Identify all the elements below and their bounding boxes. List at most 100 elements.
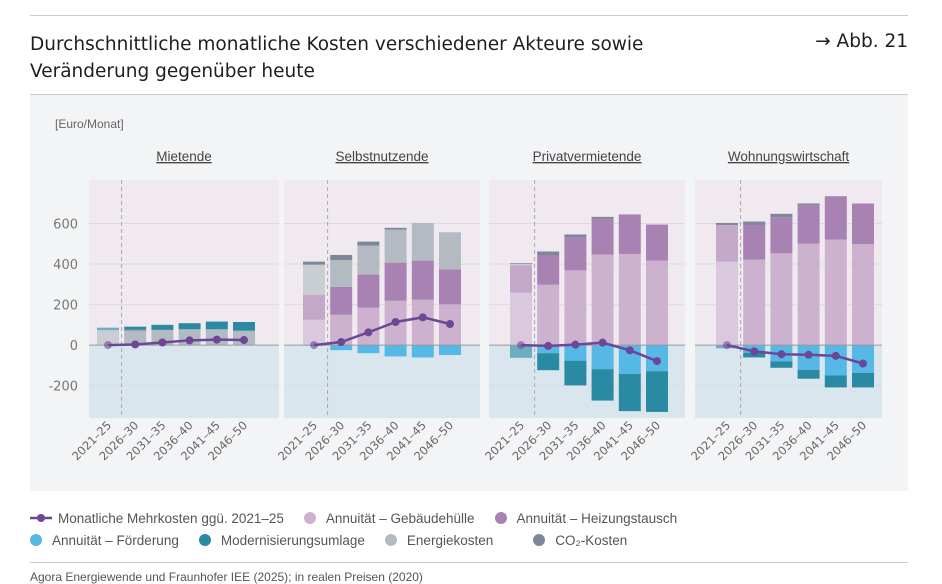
bar-heizung xyxy=(618,214,641,254)
bar-heizung xyxy=(439,269,461,305)
mehrkosten-line xyxy=(107,338,245,347)
bar-heizung xyxy=(797,205,820,244)
chart-title: Durchschnittliche monatliche Kosten vers… xyxy=(30,34,644,82)
legend-label: Energiekosten xyxy=(406,532,494,548)
dot-icon xyxy=(384,534,397,546)
bar-heizung xyxy=(646,224,668,261)
panel-title: Mietende xyxy=(156,149,212,164)
bar-heizung xyxy=(852,203,874,245)
y-tick-label: 400 xyxy=(53,258,78,273)
panel-bg-negative xyxy=(284,345,480,418)
bar-heizung xyxy=(770,217,793,254)
mehrkosten-point xyxy=(337,338,346,347)
bar-modern xyxy=(178,323,201,330)
y-tick-label: 200 xyxy=(53,299,78,314)
legend: Monatliche Mehrkosten ggü. 2021–25 Annui… xyxy=(30,507,697,551)
bar-co2 xyxy=(510,263,532,265)
bar-gebaeude xyxy=(411,299,434,346)
bar-heizung xyxy=(824,196,847,240)
mehrkosten-point xyxy=(625,346,634,355)
bar-foerderung xyxy=(411,345,434,358)
bar-modern xyxy=(564,360,587,386)
mehrkosten-point xyxy=(517,341,525,350)
dot-icon xyxy=(198,534,211,546)
legend-label: Annuität – Heizungstausch xyxy=(516,510,678,526)
bar-heizung xyxy=(510,265,532,293)
bar-heizung xyxy=(564,237,587,271)
bar-heizung xyxy=(411,260,434,300)
mehrkosten-point xyxy=(104,341,112,350)
bar-co2 xyxy=(357,241,380,246)
mehrkosten-point xyxy=(364,328,373,337)
bar-co2 xyxy=(770,213,793,218)
dot-icon xyxy=(303,512,316,524)
mehrkosten-point xyxy=(131,340,140,349)
panel-title: Selbstnutzende xyxy=(335,149,428,164)
mehrkosten-point xyxy=(158,338,167,347)
legend-label: Modernisierungsumlage xyxy=(220,532,365,548)
legend-item-line: Monatliche Mehrkosten ggü. 2021–25 xyxy=(30,511,284,526)
bar-heizung xyxy=(716,224,738,262)
bar-energie xyxy=(124,330,147,346)
bar-gebaeude xyxy=(564,270,587,346)
bar-energie xyxy=(411,222,434,261)
bar-energie xyxy=(330,260,353,287)
legend-item-foerderung: Annuität – Förderung xyxy=(30,533,179,548)
mehrkosten-point xyxy=(212,335,221,344)
mehrkosten-point xyxy=(598,338,607,347)
bar-modern xyxy=(97,327,119,331)
bar-energie xyxy=(303,264,325,295)
bar-co2 xyxy=(797,203,820,206)
y-axis-label: [Euro/Monat] xyxy=(55,117,124,131)
bar-co2 xyxy=(591,216,614,219)
mehrkosten-point xyxy=(240,336,248,345)
bar-heizung xyxy=(384,262,407,301)
bar-co2 xyxy=(303,261,325,265)
mehrkosten-line xyxy=(313,316,451,347)
legend-label: Annuität – Förderung xyxy=(52,532,179,548)
bar-modern xyxy=(537,353,560,371)
mehrkosten-point xyxy=(859,359,867,368)
mehrkosten-point xyxy=(831,351,840,360)
bar-co2 xyxy=(330,254,353,261)
bar-gebaeude xyxy=(743,259,766,346)
legend-item-heizung: Annuität – Heizungstausch xyxy=(494,510,678,526)
bar-heizung xyxy=(743,224,766,260)
mehrkosten-line xyxy=(726,343,864,365)
legend-item-modern: Modernisierungsumlage xyxy=(198,532,365,548)
chart-svg: [Euro/Monat]-2000200400600Mietende2021–2… xyxy=(48,117,882,463)
bar-modern xyxy=(618,373,641,412)
bar-modern xyxy=(852,372,874,388)
bar-modern xyxy=(797,369,820,379)
bar-foerderung xyxy=(330,345,353,351)
bar-co2 xyxy=(743,221,766,225)
bar-modern xyxy=(824,375,847,388)
bar-co2 xyxy=(537,251,560,256)
line-marker-icon xyxy=(30,514,52,522)
mehrkosten-point xyxy=(777,350,786,359)
bar-gebaeude xyxy=(357,307,380,346)
bar-energie xyxy=(439,232,461,270)
bar-modern xyxy=(646,371,668,412)
bar-modern xyxy=(510,345,532,358)
panel-title: Wohnungswirtschaft xyxy=(728,149,850,164)
bar-gebaeude xyxy=(510,292,532,346)
bar-gebaeude xyxy=(797,243,820,346)
bar-energie xyxy=(97,330,119,346)
mehrkosten-point xyxy=(391,317,400,326)
panel-title: Privatvermietende xyxy=(533,149,642,164)
bar-heizung xyxy=(537,255,560,285)
bar-foerderung xyxy=(384,345,407,357)
bar-co2 xyxy=(384,227,407,230)
bar-gebaeude xyxy=(824,239,847,346)
mehrkosten-point xyxy=(310,341,318,350)
bar-gebaeude xyxy=(646,260,668,346)
dot-icon xyxy=(30,534,42,546)
bar-energie xyxy=(357,245,380,275)
bar-foerderung xyxy=(439,345,461,356)
bar-co2 xyxy=(124,329,147,331)
dot-icon xyxy=(533,534,546,546)
mehrkosten-point xyxy=(544,341,553,350)
legend-item-gebaeude: Annuität – Gebäudehülle xyxy=(303,511,475,526)
bar-modern xyxy=(151,324,174,330)
